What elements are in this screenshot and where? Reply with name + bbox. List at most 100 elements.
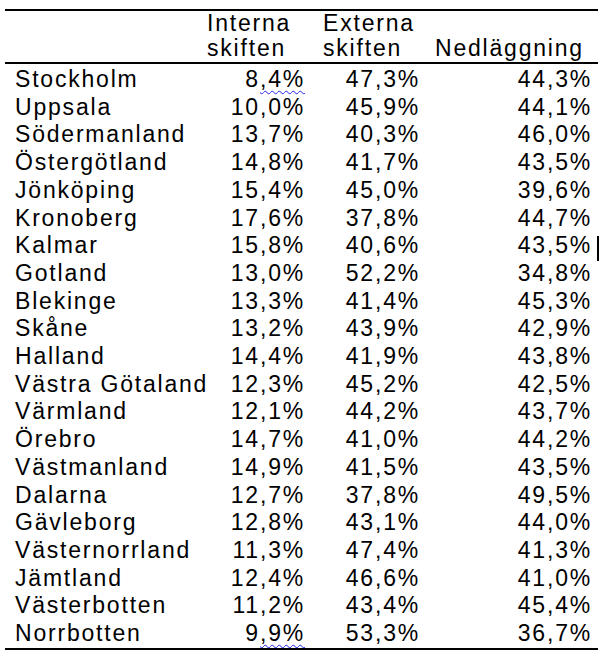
interna-value: 11,2% [195,592,305,620]
header-line: skiften [207,35,286,61]
externa-value: 47,3% [305,66,420,94]
table-row: Kalmar 15,8% 40,6% 43,5% [5,232,598,260]
region-name: Skåne [5,315,195,343]
header-line: skiften [323,35,402,61]
spellcheck-wavy-underline: ,4% [260,66,305,92]
header-line: Interna [207,10,291,36]
interna-plain-text: 12,1% [231,398,305,424]
table-row: Västernorrland 11,3% 47,4% 41,3% [5,537,598,565]
region-name: Jämtland [5,565,195,593]
table-row: Södermanland 13,7% 40,3% 46,0% [5,121,598,149]
table-row: Uppsala 10,0% 45,9% 44,1% [5,94,598,122]
interna-value: 12,8% [195,509,305,537]
table-body: Stockholm 8,4% 47,3% 44,3% Uppsala 10,0%… [5,66,598,648]
region-name: Västra Götaland [5,371,195,399]
externa-value: 45,0% [305,177,420,205]
interna-plain-text: 12,4% [231,565,305,591]
header-separator-rule [5,62,598,64]
interna-value: 11,3% [195,537,305,565]
interna-plain-text: 9 [245,620,260,646]
externa-value: 41,0% [305,426,420,454]
region-name: Södermanland [5,121,195,149]
interna-value: 12,3% [195,371,305,399]
externa-value: 41,9% [305,343,420,371]
externa-value: 40,6% [305,232,420,260]
interna-plain-text: 14,4% [231,343,305,369]
region-name: Östergötland [5,149,195,177]
externa-value: 45,2% [305,371,420,399]
interna-plain-text: 15,8% [231,232,305,258]
externa-value: 43,9% [305,315,420,343]
col-header-interna-skiften: Internaskiften [195,11,305,62]
interna-plain-text: 17,6% [231,205,305,231]
table-row: Jämtland 12,4% 46,6% 41,0% [5,565,598,593]
externa-value: 45,9% [305,94,420,122]
nedlaggning-value: 42,5% [420,371,598,399]
interna-value: 14,7% [195,426,305,454]
interna-value: 13,2% [195,315,305,343]
table-row: Värmland 12,1% 44,2% 43,7% [5,398,598,426]
table-row: Blekinge 13,3% 41,4% 45,3% [5,288,598,316]
interna-value: 15,4% [195,177,305,205]
interna-value: 13,0% [195,260,305,288]
region-name: Norrbotten [5,620,195,648]
externa-value: 52,2% [305,260,420,288]
externa-value: 46,6% [305,565,420,593]
table-row: Östergötland 14,8% 41,7% 43,5% [5,149,598,177]
nedlaggning-value: 41,0% [420,565,598,593]
interna-value: 17,6% [195,205,305,233]
table-row: Dalarna 12,7% 37,8% 49,5% [5,482,598,510]
interna-value: 13,3% [195,288,305,316]
header-line: Nedläggning [435,35,584,61]
col-header-externa-skiften: Externaskiften [305,11,420,62]
interna-value: 14,4% [195,343,305,371]
nedlaggning-value: 45,3% [420,288,598,316]
nedlaggning-value: 43,5% [420,149,598,177]
interna-plain-text: 14,7% [231,426,305,452]
document-page: Internaskiften Externaskiften Nedläggnin… [0,0,603,656]
region-name: Halland [5,343,195,371]
table-header-row: Internaskiften Externaskiften Nedläggnin… [5,11,598,62]
interna-plain-text: 12,8% [231,509,305,535]
interna-value: 10,0% [195,94,305,122]
region-name: Örebro [5,426,195,454]
region-name: Värmland [5,398,195,426]
nedlaggning-value: 43,5% [420,232,598,260]
nedlaggning-value: 44,0% [420,509,598,537]
interna-plain-text: 13,3% [231,288,305,314]
table-row: Gävleborg 12,8% 43,1% 44,0% [5,509,598,537]
nedlaggning-value: 43,8% [420,343,598,371]
spellcheck-wavy-underline: ,9% [260,620,305,646]
table-row: Jönköping 15,4% 45,0% 39,6% [5,177,598,205]
externa-value: 53,3% [305,620,420,648]
nedlaggning-value: 43,7% [420,398,598,426]
table-row: Västra Götaland 12,3% 45,2% 42,5% [5,371,598,399]
interna-value: 12,1% [195,398,305,426]
nedlaggning-value: 44,3% [420,66,598,94]
interna-plain-text: 12,7% [231,482,305,508]
interna-plain-text: 14,9% [231,454,305,480]
interna-plain-text: 10,0% [231,94,305,120]
externa-value: 44,2% [305,398,420,426]
externa-value: 37,8% [305,205,420,233]
region-name: Dalarna [5,482,195,510]
interna-value: 12,7% [195,482,305,510]
externa-value: 43,4% [305,592,420,620]
interna-plain-text: 13,2% [231,315,305,341]
region-name: Blekinge [5,288,195,316]
interna-value: 13,7% [195,121,305,149]
region-name: Västmanland [5,454,195,482]
region-name: Jönköping [5,177,195,205]
interna-plain-text: 11,3% [232,537,305,563]
table-row: Kronoberg 17,6% 37,8% 44,7% [5,205,598,233]
col-header-nedlaggning: Nedläggning [420,36,598,62]
nedlaggning-value: 44,7% [420,205,598,233]
nedlaggning-value: 42,9% [420,315,598,343]
externa-value: 40,3% [305,121,420,149]
table-row: Örebro 14,7% 41,0% 44,2% [5,426,598,454]
region-name: Kronoberg [5,205,195,233]
interna-value: 12,4% [195,565,305,593]
region-name: Västernorrland [5,537,195,565]
table-row: Norrbotten 9,9% 53,3% 36,7% [5,620,598,648]
interna-value: 9,9% [195,620,305,648]
